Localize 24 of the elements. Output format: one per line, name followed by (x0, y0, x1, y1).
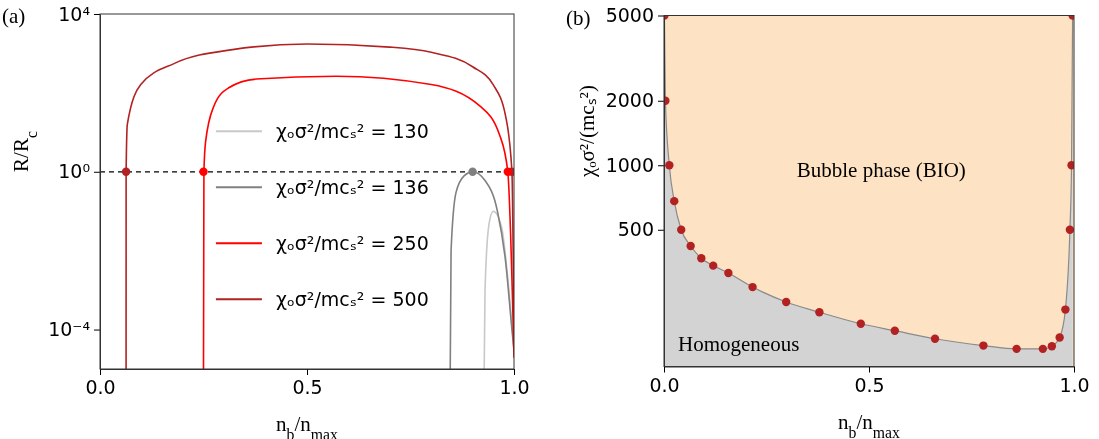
x-tick-label: 0.0 (85, 376, 116, 399)
chart-title: (b) (566, 5, 591, 30)
y-tick-label: 5000 (605, 4, 654, 27)
y-tick-label: 10⁻⁴ (48, 318, 91, 341)
x-tick-label: 0.5 (854, 373, 885, 396)
x-axis-title: n$_{b}$/n$_{max}$ (276, 412, 339, 439)
y-tick-label: 1000 (605, 153, 654, 176)
series-label: Homogeneous (678, 331, 800, 356)
chart-title: (a) (2, 4, 26, 28)
y-tick-label: 500 (617, 218, 654, 241)
legend-label: χₒσ²/mcₛ² = 250 (275, 232, 429, 255)
legend-label: χₒσ²/mcₛ² = 130 (275, 120, 429, 143)
x-tick-label: 0.0 (649, 373, 680, 396)
y-tick-label: 10⁴ (58, 2, 91, 25)
legend-label: χₒσ²/mcₛ² = 136 (275, 176, 429, 199)
y-tick-label: 2000 (605, 89, 654, 112)
x-tick-label: 1.0 (499, 376, 530, 399)
y-axis-title: χₒσ²/(mcₛ²) (575, 85, 599, 178)
x-tick-label: 0.5 (292, 376, 323, 399)
legend-label: χₒσ²/mcₛ² = 500 (275, 288, 429, 311)
x-axis-title: n$_{b}$/n$_{max}$ (838, 409, 901, 439)
x-tick-label: 1.0 (1059, 373, 1090, 396)
y-tick-label: 10⁰ (58, 160, 90, 183)
band-label: Bubble phase (BIO) (796, 157, 966, 182)
